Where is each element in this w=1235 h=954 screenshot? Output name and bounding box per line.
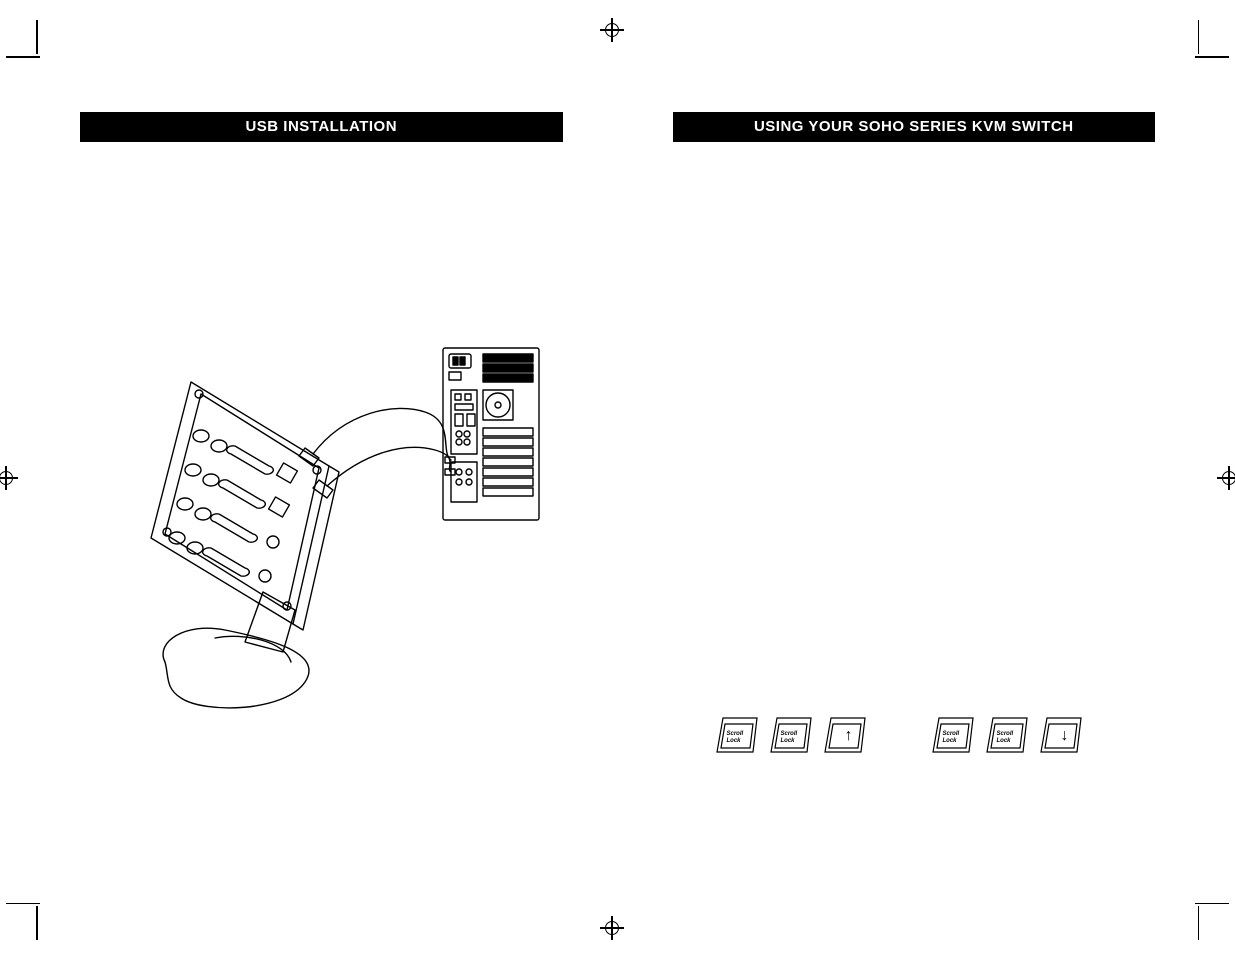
registration-mark-left bbox=[0, 466, 18, 490]
registration-mark-bottom bbox=[600, 916, 624, 940]
keycap-label: Scroll bbox=[943, 731, 960, 737]
crop-mark bbox=[36, 20, 38, 54]
kvm-installation-illustration bbox=[95, 342, 555, 732]
cable-icon bbox=[299, 408, 455, 498]
keycap-arrow: ↑ bbox=[845, 728, 853, 744]
registration-mark-top bbox=[600, 18, 624, 42]
keycap-label: Lock bbox=[727, 738, 741, 744]
crop-mark bbox=[36, 906, 38, 940]
keycap-label: Scroll bbox=[997, 731, 1014, 737]
arrow-down-key-icon: ↓ bbox=[1037, 712, 1085, 758]
scroll-lock-key-icon: ScrollLock bbox=[983, 712, 1031, 758]
keycap-label: Lock bbox=[997, 738, 1011, 744]
crop-mark bbox=[6, 56, 40, 58]
hotkey-illustration: ScrollLock ScrollLock ↑ ScrollLock bbox=[713, 712, 1085, 758]
crop-mark bbox=[1195, 56, 1229, 58]
hotkey-group-up: ScrollLock ScrollLock ↑ bbox=[713, 712, 869, 758]
scroll-lock-key-icon: ScrollLock bbox=[713, 712, 761, 758]
hotkey-group-down: ScrollLock ScrollLock ↓ bbox=[929, 712, 1085, 758]
left-page: USB INSTALLATION bbox=[80, 112, 563, 884]
keycap-label: Scroll bbox=[727, 731, 744, 737]
registration-mark-right bbox=[1217, 466, 1235, 490]
crop-mark bbox=[6, 903, 40, 905]
scroll-lock-key-icon: ScrollLock bbox=[929, 712, 977, 758]
kvm-device-icon bbox=[151, 382, 339, 708]
pc-tower-icon bbox=[443, 348, 539, 520]
crop-mark bbox=[1198, 906, 1200, 940]
page-spread: USB INSTALLATION bbox=[80, 112, 1155, 884]
right-page: USING YOUR SOHO SERIES KVM SWITCH Scroll… bbox=[673, 112, 1156, 884]
keycap-label: Lock bbox=[943, 738, 957, 744]
right-page-header: USING YOUR SOHO SERIES KVM SWITCH bbox=[673, 112, 1156, 142]
keycap-label: Lock bbox=[781, 738, 795, 744]
arrow-up-key-icon: ↑ bbox=[821, 712, 869, 758]
left-page-header: USB INSTALLATION bbox=[80, 112, 563, 142]
crop-mark bbox=[1195, 903, 1229, 905]
keycap-arrow: ↓ bbox=[1061, 728, 1069, 744]
crop-mark bbox=[1198, 20, 1200, 54]
keycap-label: Scroll bbox=[781, 731, 798, 737]
scroll-lock-key-icon: ScrollLock bbox=[767, 712, 815, 758]
